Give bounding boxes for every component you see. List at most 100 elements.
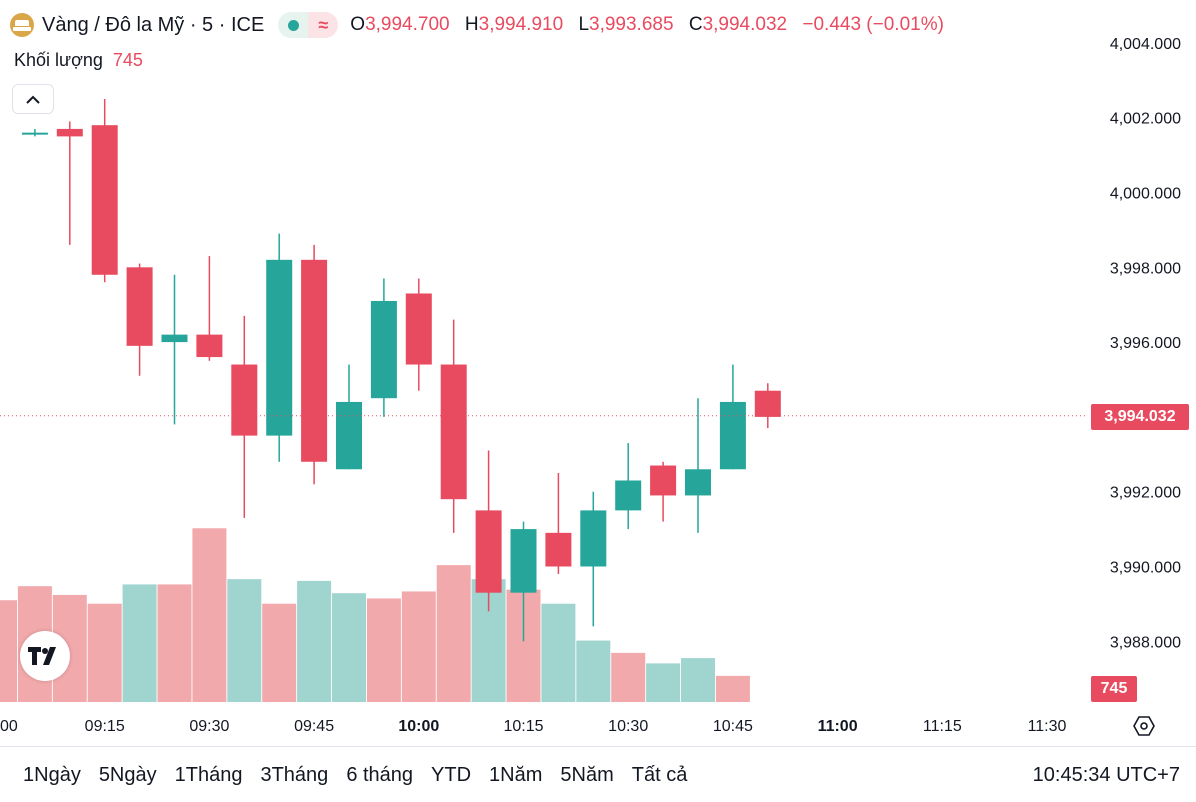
candle-body (510, 529, 537, 593)
time-tick-label: 11:00 (818, 718, 858, 735)
volume-bar (715, 675, 750, 702)
candle-body (475, 510, 502, 593)
candle[interactable] (580, 491, 607, 627)
volume-tag: 745 (1091, 676, 1137, 702)
volume-bar (681, 658, 715, 702)
time-tick-label: 09:30 (189, 718, 229, 735)
time-axis: 00 09:15 09:30 09:45 10:00 10:15 10:30 10:45 11:… (0, 718, 1067, 735)
candle[interactable] (21, 128, 48, 137)
volume-bar (87, 603, 122, 702)
tradingview-logo-icon[interactable] (20, 631, 70, 681)
price-tick-label: 4,002.000 (1110, 111, 1181, 128)
candle[interactable] (336, 364, 362, 470)
candle-body (126, 267, 153, 346)
range-ytd[interactable]: YTD (431, 763, 472, 786)
candle-body (301, 259, 328, 462)
time-tick-label: 11:15 (923, 718, 962, 735)
time-tick-label: 00 (0, 718, 18, 735)
collapse-legend-button[interactable] (12, 84, 54, 114)
candle[interactable] (196, 256, 223, 361)
range-6m[interactable]: 6 tháng (346, 763, 414, 786)
volume-bar (646, 663, 681, 702)
price-chart[interactable]: 4,004.000 4,002.000 4,000.000 3,998.000 3,99… (0, 0, 1196, 746)
candle-body (196, 334, 223, 358)
candle-body (754, 390, 781, 417)
time-tick-label: 09:45 (294, 718, 334, 735)
low-value: 3,993.685 (589, 14, 674, 35)
volume-bar (401, 591, 436, 702)
range-1y[interactable]: 1Năm (489, 763, 543, 786)
status-pill[interactable]: ≈ (278, 12, 339, 38)
candle[interactable] (405, 278, 432, 391)
gold-logo-icon (10, 13, 34, 37)
range-1d[interactable]: 1Ngày (23, 763, 81, 786)
candle-body (405, 293, 432, 365)
volume-bar (0, 600, 17, 702)
candle-body (615, 480, 642, 511)
candle[interactable] (440, 319, 467, 533)
candle-body (545, 532, 572, 567)
candle[interactable] (301, 244, 328, 485)
range-5d[interactable]: 5Ngày (98, 763, 157, 786)
candle-body (231, 364, 258, 436)
ohlc-readout: O3,994.700 H3,994.910 L3,993.685 C3,994.… (350, 14, 944, 35)
candle[interactable] (685, 398, 711, 533)
candle-body (266, 259, 293, 436)
volume-bar (576, 640, 611, 702)
volume-value: 745 (112, 50, 143, 70)
time-tick-label: 10:45 (713, 718, 753, 735)
volume-bars (0, 528, 750, 702)
candle[interactable] (56, 121, 83, 245)
change-value: −0.443 (−0.01%) (802, 14, 944, 35)
volume-legend: Khối lượng 745 (14, 50, 143, 71)
range-selector: 1Ngày 5Ngày 1Tháng 3Tháng 6 tháng YTD 1N… (14, 755, 696, 795)
candle[interactable] (650, 461, 677, 522)
volume-bar (122, 584, 157, 702)
price-tick-label: 3,990.000 (1110, 560, 1181, 577)
range-5y[interactable]: 5Năm (560, 763, 614, 786)
candle[interactable] (615, 443, 642, 530)
candle-body (56, 128, 83, 137)
price-tick-label: 4,004.000 (1110, 36, 1181, 53)
candle-body (161, 334, 188, 343)
candle[interactable] (161, 274, 188, 425)
chart-settings-button[interactable] (1130, 712, 1158, 740)
range-1m[interactable]: 1Tháng (174, 763, 243, 786)
volume-bar (157, 584, 192, 702)
current-price-tag: 3,994.032 (1091, 404, 1189, 430)
candle-body (719, 401, 746, 470)
volume-bar (262, 603, 297, 702)
candle[interactable] (545, 473, 572, 574)
candle[interactable] (266, 233, 293, 462)
candle[interactable] (231, 315, 258, 518)
volume-bar (366, 598, 401, 702)
candle-body (336, 401, 362, 470)
time-tick-label: 11:30 (1028, 718, 1067, 735)
volume-bar (541, 603, 576, 702)
wave-icon: ≈ (308, 12, 339, 38)
candle[interactable] (754, 383, 781, 429)
volume-bar (227, 579, 262, 702)
candle[interactable] (510, 521, 537, 642)
volume-label: Khối lượng (14, 50, 103, 70)
candle-body (370, 300, 397, 399)
range-all[interactable]: Tất cả (631, 763, 688, 786)
candle[interactable] (475, 450, 502, 612)
candles (21, 99, 781, 642)
price-tick-label: 3,988.000 (1110, 634, 1181, 651)
symbol-title[interactable]: Vàng / Đô la Mỹ · 5 · ICE (42, 13, 265, 36)
candle[interactable] (370, 278, 397, 417)
volume-bar (611, 652, 646, 702)
range-3m[interactable]: 3Tháng (260, 763, 329, 786)
price-tick-label: 4,000.000 (1110, 186, 1181, 203)
candle[interactable] (91, 99, 118, 283)
volume-bar (192, 528, 227, 702)
candle-body (580, 510, 607, 567)
candle[interactable] (719, 364, 746, 470)
candle-body (91, 125, 118, 275)
candle[interactable] (126, 263, 153, 376)
close-value: 3,994.032 (702, 14, 788, 35)
high-value: 3,994.910 (478, 14, 564, 35)
time-tick-label: 10:00 (398, 718, 439, 735)
clock[interactable]: 10:45:34 UTC+7 (1032, 763, 1180, 786)
